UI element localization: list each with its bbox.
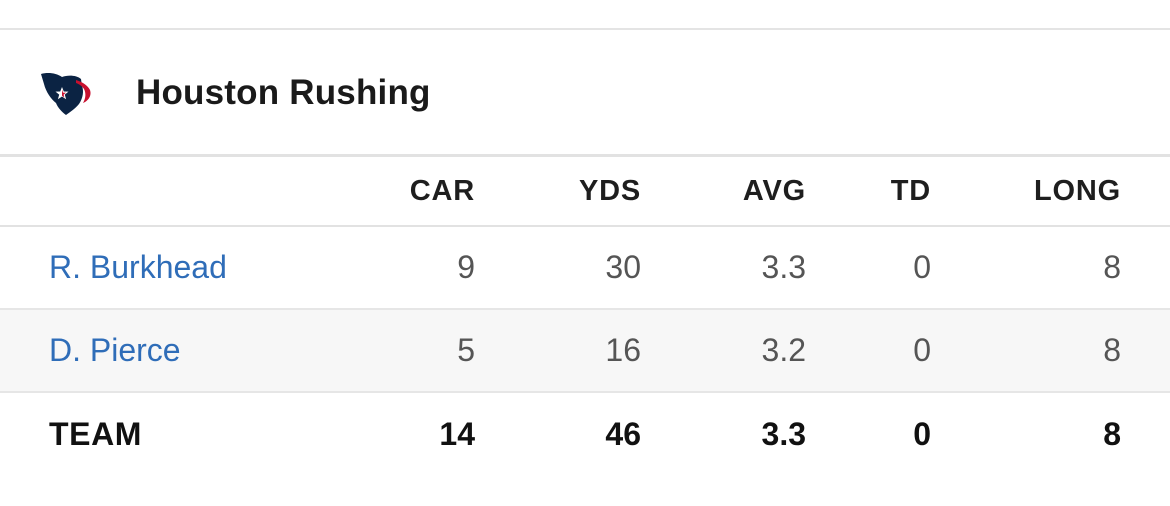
column-header-avg: AVG bbox=[641, 157, 806, 227]
column-header-yds: YDS bbox=[475, 157, 641, 227]
team-total-label: TEAM bbox=[49, 416, 143, 452]
car-total-cell: 14 bbox=[439, 416, 475, 452]
yds-cell: 16 bbox=[475, 309, 641, 393]
player-name-link[interactable]: R. Burkhead bbox=[0, 226, 349, 310]
avg-cell: 3.2 bbox=[641, 309, 806, 393]
houston-texans-logo-icon bbox=[38, 68, 96, 116]
long-cell: 8 bbox=[931, 309, 1170, 393]
top-divider bbox=[0, 28, 1170, 30]
td-cell: 0 bbox=[806, 226, 931, 310]
table-row: D. Pierce 5 16 3.2 0 8 bbox=[0, 309, 1170, 393]
avg-cell: 3.3 bbox=[641, 226, 806, 310]
section-header: Houston Rushing bbox=[0, 30, 1170, 154]
column-header-td: TD bbox=[806, 157, 931, 227]
column-header-long: LONG bbox=[931, 157, 1170, 227]
player-name-link[interactable]: D. Pierce bbox=[0, 309, 349, 393]
team-total-row: TEAM 14 46 3.3 0 8 bbox=[0, 392, 1170, 476]
column-header-player bbox=[0, 157, 349, 227]
header-divider bbox=[0, 154, 1170, 157]
td-cell: 0 bbox=[806, 309, 931, 393]
long-cell: 8 bbox=[931, 226, 1170, 310]
column-header-car: CAR bbox=[349, 157, 475, 227]
car-cell: 5 bbox=[349, 309, 475, 393]
yds-cell: 30 bbox=[475, 226, 641, 310]
table-row: R. Burkhead 9 30 3.3 0 8 bbox=[0, 226, 1170, 310]
table-header-row: CAR YDS AVG TD LONG bbox=[0, 157, 1170, 227]
rushing-stats-table: CAR YDS AVG TD LONG R. Burkhead 9 30 3.3… bbox=[0, 157, 1170, 476]
td-total-cell: 0 bbox=[913, 416, 931, 452]
avg-total-cell: 3.3 bbox=[761, 416, 806, 452]
yds-total-cell: 46 bbox=[605, 416, 641, 452]
car-cell: 9 bbox=[349, 226, 475, 310]
section-title: Houston Rushing bbox=[136, 73, 431, 112]
long-total-cell: 8 bbox=[1103, 416, 1121, 452]
